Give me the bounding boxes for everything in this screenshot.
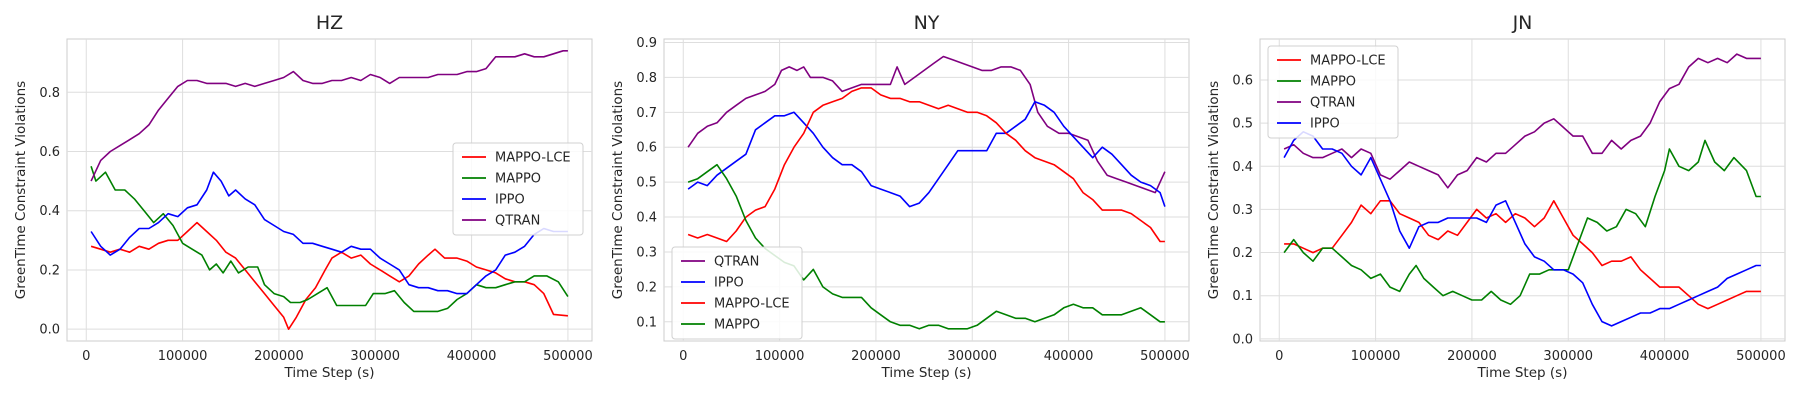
series-line-qtran — [1283, 53, 1761, 189]
legend-label-mappo: MAPPO — [1310, 75, 1356, 90]
series-line-qtran — [90, 50, 568, 182]
series-line-qtran — [687, 55, 1166, 194]
x-axis-label: Time Step (s) — [881, 365, 972, 381]
chart-title: NY — [914, 12, 940, 34]
y-axis-label: GreenTime Constraint Violations — [610, 81, 626, 299]
series-line-ippo — [90, 171, 568, 295]
x-tick-label: 400000 — [1044, 349, 1094, 364]
legend-label-ippo: IPPO — [714, 276, 744, 291]
legend-label-mappo-lce: MAPPO-LCE — [495, 151, 571, 166]
legend-label-mappo: MAPPO — [495, 172, 541, 187]
x-tick-label: 100000 — [158, 349, 208, 364]
series-line-mappo-lce — [90, 221, 568, 330]
legend-label-mappo: MAPPO — [714, 318, 760, 333]
x-tick-label: 400000 — [447, 349, 497, 364]
y-tick-label: 0.8 — [39, 86, 60, 101]
x-tick-label: 100000 — [1351, 349, 1401, 364]
x-tick-label: 0 — [679, 349, 687, 364]
series-line-mappo-lce — [1284, 200, 1761, 310]
y-tick-label: 0.6 — [39, 145, 60, 160]
x-axis-label: Time Step (s) — [1477, 365, 1568, 381]
legend-box — [1267, 45, 1399, 139]
y-axis-label: GreenTime Constraint Violations — [1206, 81, 1222, 299]
chart-hz: 0 100000 200000 300000 400000 500000 0.0 0.2 0.4… — [13, 12, 593, 381]
x-tick-label: 0 — [82, 349, 90, 364]
series-line-ippo — [687, 101, 1166, 208]
legend-label-ippo: IPPO — [1310, 117, 1340, 132]
x-axis-label: Time Step (s) — [284, 365, 375, 381]
legend-label-qtran: QTRAN — [1310, 96, 1355, 111]
y-tick-label: 0.5 — [1232, 117, 1253, 132]
x-tick-label: 500000 — [1140, 349, 1190, 364]
x-tick-label: 200000 — [851, 349, 901, 364]
y-tick-label: 0.1 — [1232, 289, 1253, 304]
legend-box — [452, 142, 584, 236]
x-tick-label: 200000 — [254, 349, 304, 364]
legend-label-mappo-lce: MAPPO-LCE — [714, 297, 790, 312]
y-tick-label: 0.4 — [39, 204, 60, 219]
legend-label-ippo: IPPO — [495, 193, 525, 208]
y-tick-label: 0.2 — [39, 263, 60, 278]
chart-ny: 0 100000 200000 300000 400000 500000 0.1 0.2 0.3… — [610, 12, 1190, 381]
y-tick-label: 0.2 — [636, 280, 657, 295]
chart-title: JN — [1512, 12, 1533, 34]
chart-jn: 0 100000 200000 300000 400000 500000 0.0 0.1 0.2… — [1206, 12, 1786, 381]
legend: MAPPO-LCE MAPPO QTRAN IPPO — [1267, 45, 1399, 139]
series-line-mappo — [90, 166, 569, 313]
y-axis-label: GreenTime Constraint Violations — [13, 81, 29, 299]
y-tick-label: 0.6 — [636, 141, 657, 156]
y-tick-label: 0.9 — [636, 36, 657, 51]
chart-title: HZ — [316, 12, 343, 34]
series-line-mappo-lce — [687, 87, 1165, 243]
y-tick-label: 0.4 — [1232, 160, 1253, 175]
y-tick-label: 0.0 — [1232, 332, 1253, 347]
legend-label-qtran: QTRAN — [714, 255, 759, 270]
y-tick-label: 0.4 — [636, 211, 657, 226]
legend-label-qtran: QTRAN — [495, 214, 540, 229]
x-tick-label: 300000 — [947, 349, 997, 364]
x-tick-label: 0 — [1275, 349, 1283, 364]
y-tick-label: 0.2 — [1232, 246, 1253, 261]
y-tick-label: 0.7 — [636, 106, 657, 121]
legend: MAPPO-LCE MAPPO IPPO QTRAN — [452, 142, 584, 236]
series-line-mappo — [1283, 139, 1761, 306]
x-tick-label: 300000 — [1543, 349, 1593, 364]
legend-box — [671, 246, 803, 340]
y-tick-label: 0.3 — [636, 245, 657, 260]
y-tick-label: 0.1 — [636, 315, 657, 330]
legend-label-mappo-lce: MAPPO-LCE — [1310, 54, 1386, 69]
x-tick-label: 500000 — [1736, 349, 1786, 364]
x-tick-label: 100000 — [755, 349, 805, 364]
x-tick-label: 400000 — [1640, 349, 1690, 364]
y-tick-label: 0.3 — [1232, 203, 1253, 218]
x-tick-label: 500000 — [543, 349, 593, 364]
series-line-ippo — [1283, 131, 1761, 327]
x-tick-label: 300000 — [350, 349, 400, 364]
y-tick-label: 0.5 — [636, 176, 657, 191]
x-tick-label: 200000 — [1447, 349, 1497, 364]
y-tick-label: 0.6 — [1232, 73, 1253, 88]
y-tick-label: 0.8 — [636, 71, 657, 86]
legend: QTRAN IPPO MAPPO-LCE MAPPO — [671, 246, 803, 340]
y-tick-label: 0.0 — [39, 323, 60, 338]
